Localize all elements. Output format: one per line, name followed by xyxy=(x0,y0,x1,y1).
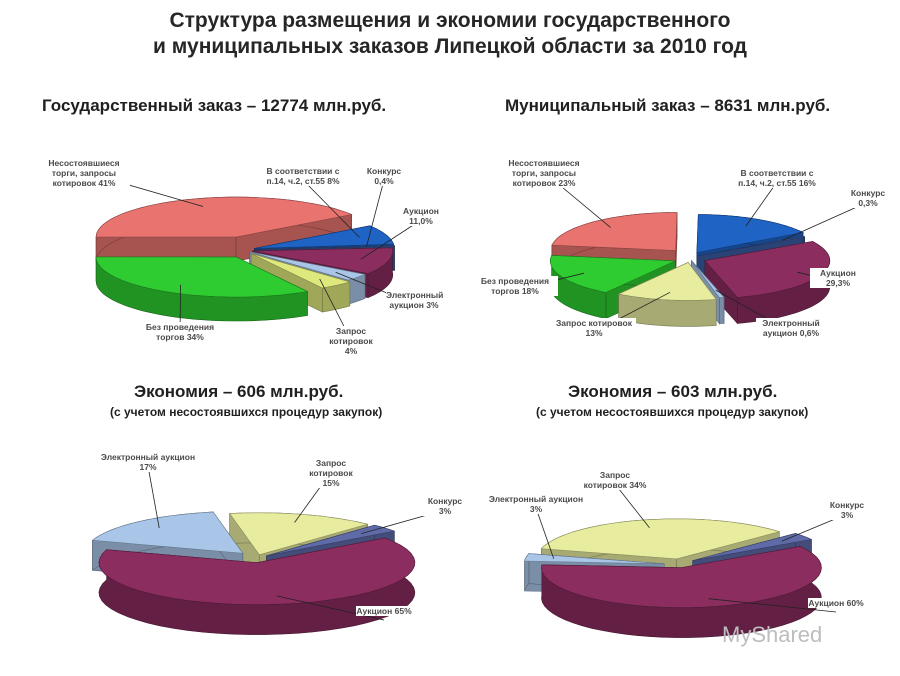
pie-chart-1 xyxy=(95,196,395,322)
pie-2-slice-label-1: Несостоявшиеся торги, запросы котировок … xyxy=(498,158,590,188)
pie-1-slice-label-2: В соответствии с п.14, ч.2, ст.55 8% xyxy=(258,166,348,186)
pie-3-slice-label-3: Конкурс 3% xyxy=(422,496,468,516)
pie-3-slice-label-4: Аукцион 65% xyxy=(356,606,412,616)
pie-1-leader-2 xyxy=(302,179,360,238)
chart-3-subtitle: (с учетом несостоявшихся процедур закупо… xyxy=(110,405,383,419)
pie-3-leader-1 xyxy=(147,465,160,529)
pie-4-leader-4 xyxy=(708,598,837,613)
pie-3-slice-label-1: Электронный аукцион 17% xyxy=(96,452,200,472)
pie-3-slice-label-2: Запрос котировок 15% xyxy=(300,458,362,488)
pie-4-slice-4 xyxy=(541,545,822,638)
pie-4-slice-label-2: Запрос котировок 34% xyxy=(582,470,648,490)
pie-1-slice-label-7: Без проведения торгов 34% xyxy=(138,322,222,342)
pie-4-slice-label-1: Электронный аукцион 3% xyxy=(484,494,588,514)
page-title: Структура размещения и экономии государс… xyxy=(0,8,900,60)
pie-4-leader-2 xyxy=(614,483,650,529)
pie-4-slice-label-3: Конкурс 3% xyxy=(824,500,870,520)
pie-2-slice-label-2: В соответствии с п.14, ч.2, ст.55 16% xyxy=(732,168,822,188)
pie-1-slice-7 xyxy=(95,256,309,322)
pie-2-slice-label-7: Без проведения торгов 18% xyxy=(472,276,558,296)
title-line-2: и муниципальных заказов Липецкой области… xyxy=(153,35,747,58)
pie-1-slice-1 xyxy=(95,196,353,262)
pie-1-slice-label-5: Электронный аукцион 3% xyxy=(386,290,444,310)
pie-1-leader-3 xyxy=(366,179,385,247)
pie-2-slice-label-5: Электронный аукцион 0,6% xyxy=(756,318,826,338)
chart-4-title: Экономия – 603 млн.руб. xyxy=(568,382,778,401)
pie-chart-3 xyxy=(91,511,416,635)
pie-1-leader-4 xyxy=(360,219,422,260)
pie-3-slice-4 xyxy=(98,537,416,635)
pie-2-slice-4 xyxy=(704,240,831,325)
pie-chart-4 xyxy=(524,518,822,638)
pie-1-slice-label-1: Несостоявшиеся торги, запросы котировок … xyxy=(38,158,130,188)
pie-1-slice-label-4: Аукцион 11,0% xyxy=(396,206,446,226)
pie-2-leader-2 xyxy=(745,181,778,227)
pie-2-slice-label-6: Запрос котировок 13% xyxy=(552,318,636,338)
chart-2-title: Муниципальный заказ – 8631 млн.руб. xyxy=(505,96,831,115)
pie-2-slice-label-3: Конкурс 0,3% xyxy=(846,188,890,208)
pie-chart-2 xyxy=(550,212,831,327)
pie-2-slice-label-4: Аукцион 29,3% xyxy=(810,268,866,288)
pie-4-leader-1 xyxy=(535,507,555,559)
pie-1-slice-label-6: Запрос котировок 4% xyxy=(326,326,376,356)
title-line-1: Структура размещения и экономии государс… xyxy=(169,9,731,32)
chart-4-subtitle: (с учетом несостоявшихся процедур закупо… xyxy=(536,405,809,419)
pie-2-leader-3 xyxy=(782,201,869,241)
pie-1-slice-label-3: Конкурс 0,4% xyxy=(364,166,404,186)
chart-1-title: Государственный заказ – 12774 млн.руб. xyxy=(42,96,387,115)
watermark-text: MyShared xyxy=(722,622,823,647)
chart-3-title: Экономия – 606 млн.руб. xyxy=(134,382,344,401)
pie-4-slice-label-4: Аукцион 60% xyxy=(808,598,864,608)
